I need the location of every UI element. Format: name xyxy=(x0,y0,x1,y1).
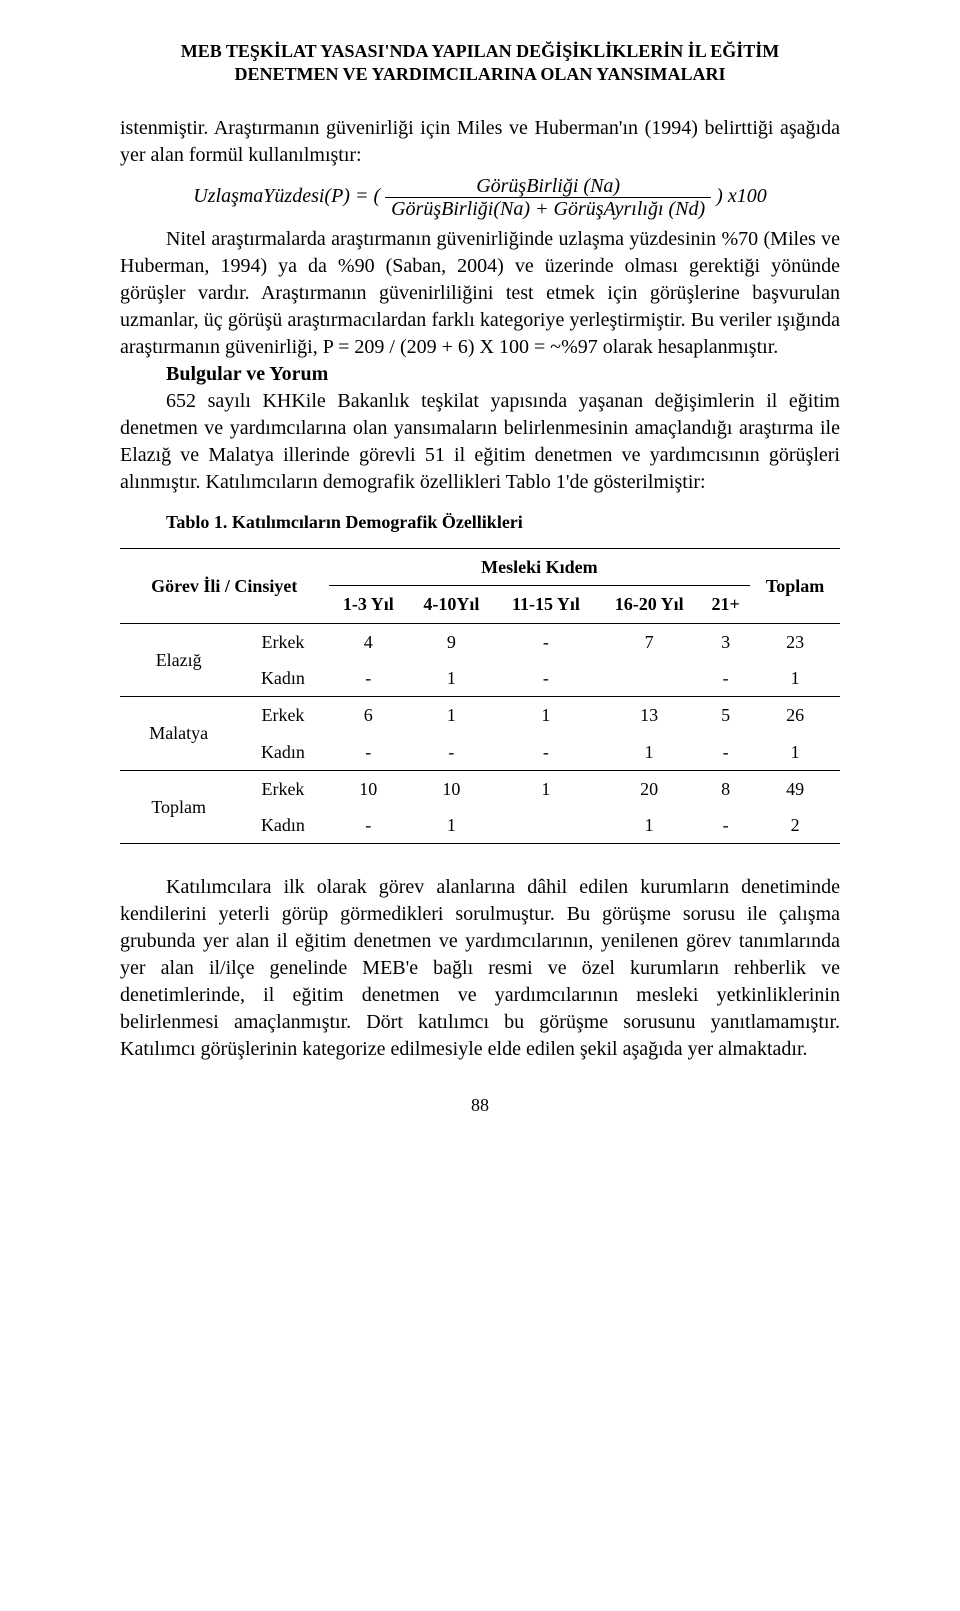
formula-left: UzlaşmaYüzdesi(P) = ( xyxy=(193,185,380,207)
cell: 1 xyxy=(597,807,701,844)
group-label: Toplam xyxy=(120,770,237,844)
cell: 1 xyxy=(750,734,840,771)
cell: 1 xyxy=(408,807,495,844)
formula-right: ) x100 xyxy=(716,185,767,207)
table-row: Malatya Erkek 6 1 1 13 5 26 xyxy=(120,697,840,734)
cell: 10 xyxy=(329,770,409,807)
formula: UzlaşmaYüzdesi(P) = ( GörüşBirliği (Na) … xyxy=(120,175,840,220)
cell: - xyxy=(495,734,598,771)
cell: 6 xyxy=(329,697,409,734)
cell xyxy=(495,807,598,844)
page: MEB TEŞKİLAT YASASI'NDA YAPILAN DEĞİŞİKL… xyxy=(0,0,960,1168)
cell: 1 xyxy=(408,660,495,697)
cell: 26 xyxy=(750,697,840,734)
cell: 1 xyxy=(750,660,840,697)
th-col-3: 16-20 Yıl xyxy=(597,586,701,623)
cell: 1 xyxy=(597,734,701,771)
cell: 2 xyxy=(750,807,840,844)
th-total: Toplam xyxy=(750,549,840,624)
row-label: Erkek xyxy=(237,623,328,660)
cell: - xyxy=(408,734,495,771)
row-label: Erkek xyxy=(237,770,328,807)
running-head-line2: DENETMEN VE YARDIMCILARINA OLAN YANSIMAL… xyxy=(234,64,725,84)
paragraph-end: Katılımcılara ilk olarak görev alanların… xyxy=(120,874,840,1063)
cell: - xyxy=(495,623,598,660)
cell: 1 xyxy=(408,697,495,734)
row-label: Kadın xyxy=(237,734,328,771)
group-label: Elazığ xyxy=(120,623,237,697)
cell: 9 xyxy=(408,623,495,660)
demographic-table: Görev İli / Cinsiyet Mesleki Kıdem Topla… xyxy=(120,548,840,844)
page-number: 88 xyxy=(120,1093,840,1117)
th-col-2: 11-15 Yıl xyxy=(495,586,598,623)
cell: - xyxy=(495,660,598,697)
cell: 20 xyxy=(597,770,701,807)
cell: 5 xyxy=(701,697,750,734)
formula-fraction: GörüşBirliği (Na) GörüşBirliği(Na) + Gör… xyxy=(385,175,711,220)
running-head: MEB TEŞKİLAT YASASI'NDA YAPILAN DEĞİŞİKL… xyxy=(120,40,840,87)
table-row: Elazığ Erkek 4 9 - 7 3 23 xyxy=(120,623,840,660)
cell: - xyxy=(701,807,750,844)
cell: - xyxy=(329,807,409,844)
th-col-0: 1-3 Yıl xyxy=(329,586,409,623)
cell: 13 xyxy=(597,697,701,734)
cell: 1 xyxy=(495,697,598,734)
th-span: Mesleki Kıdem xyxy=(329,549,751,586)
cell: - xyxy=(329,734,409,771)
cell: 8 xyxy=(701,770,750,807)
formula-denominator: GörüşBirliği(Na) + GörüşAyrılığı (Nd) xyxy=(385,198,711,220)
table-caption: Tablo 1. Katılımcıların Demografik Özell… xyxy=(120,510,840,534)
cell: 4 xyxy=(329,623,409,660)
row-label: Kadın xyxy=(237,660,328,697)
paragraph-findings: 652 sayılı KHKile Bakanlık teşkilat yapı… xyxy=(120,388,840,496)
th-col-1: 4-10Yıl xyxy=(408,586,495,623)
cell: 10 xyxy=(408,770,495,807)
row-label: Kadın xyxy=(237,807,328,844)
cell: - xyxy=(329,660,409,697)
row-label: Erkek xyxy=(237,697,328,734)
running-head-line1: MEB TEŞKİLAT YASASI'NDA YAPILAN DEĞİŞİKL… xyxy=(181,41,780,61)
cell: 23 xyxy=(750,623,840,660)
cell: 3 xyxy=(701,623,750,660)
group-label: Malatya xyxy=(120,697,237,771)
th-col-4: 21+ xyxy=(701,586,750,623)
cell: - xyxy=(701,660,750,697)
cell: 49 xyxy=(750,770,840,807)
cell: 7 xyxy=(597,623,701,660)
cell: 1 xyxy=(495,770,598,807)
formula-numerator: GörüşBirliği (Na) xyxy=(385,175,711,198)
section-title: Bulgular ve Yorum xyxy=(120,361,840,388)
paragraph-intro: istenmiştir. Araştırmanın güvenirliği iç… xyxy=(120,115,840,169)
table-row: Toplam Erkek 10 10 1 20 8 49 xyxy=(120,770,840,807)
cell: - xyxy=(701,734,750,771)
cell xyxy=(597,660,701,697)
th-row-label: Görev İli / Cinsiyet xyxy=(120,549,329,624)
paragraph-reliability: Nitel araştırmalarda araştırmanın güveni… xyxy=(120,226,840,361)
